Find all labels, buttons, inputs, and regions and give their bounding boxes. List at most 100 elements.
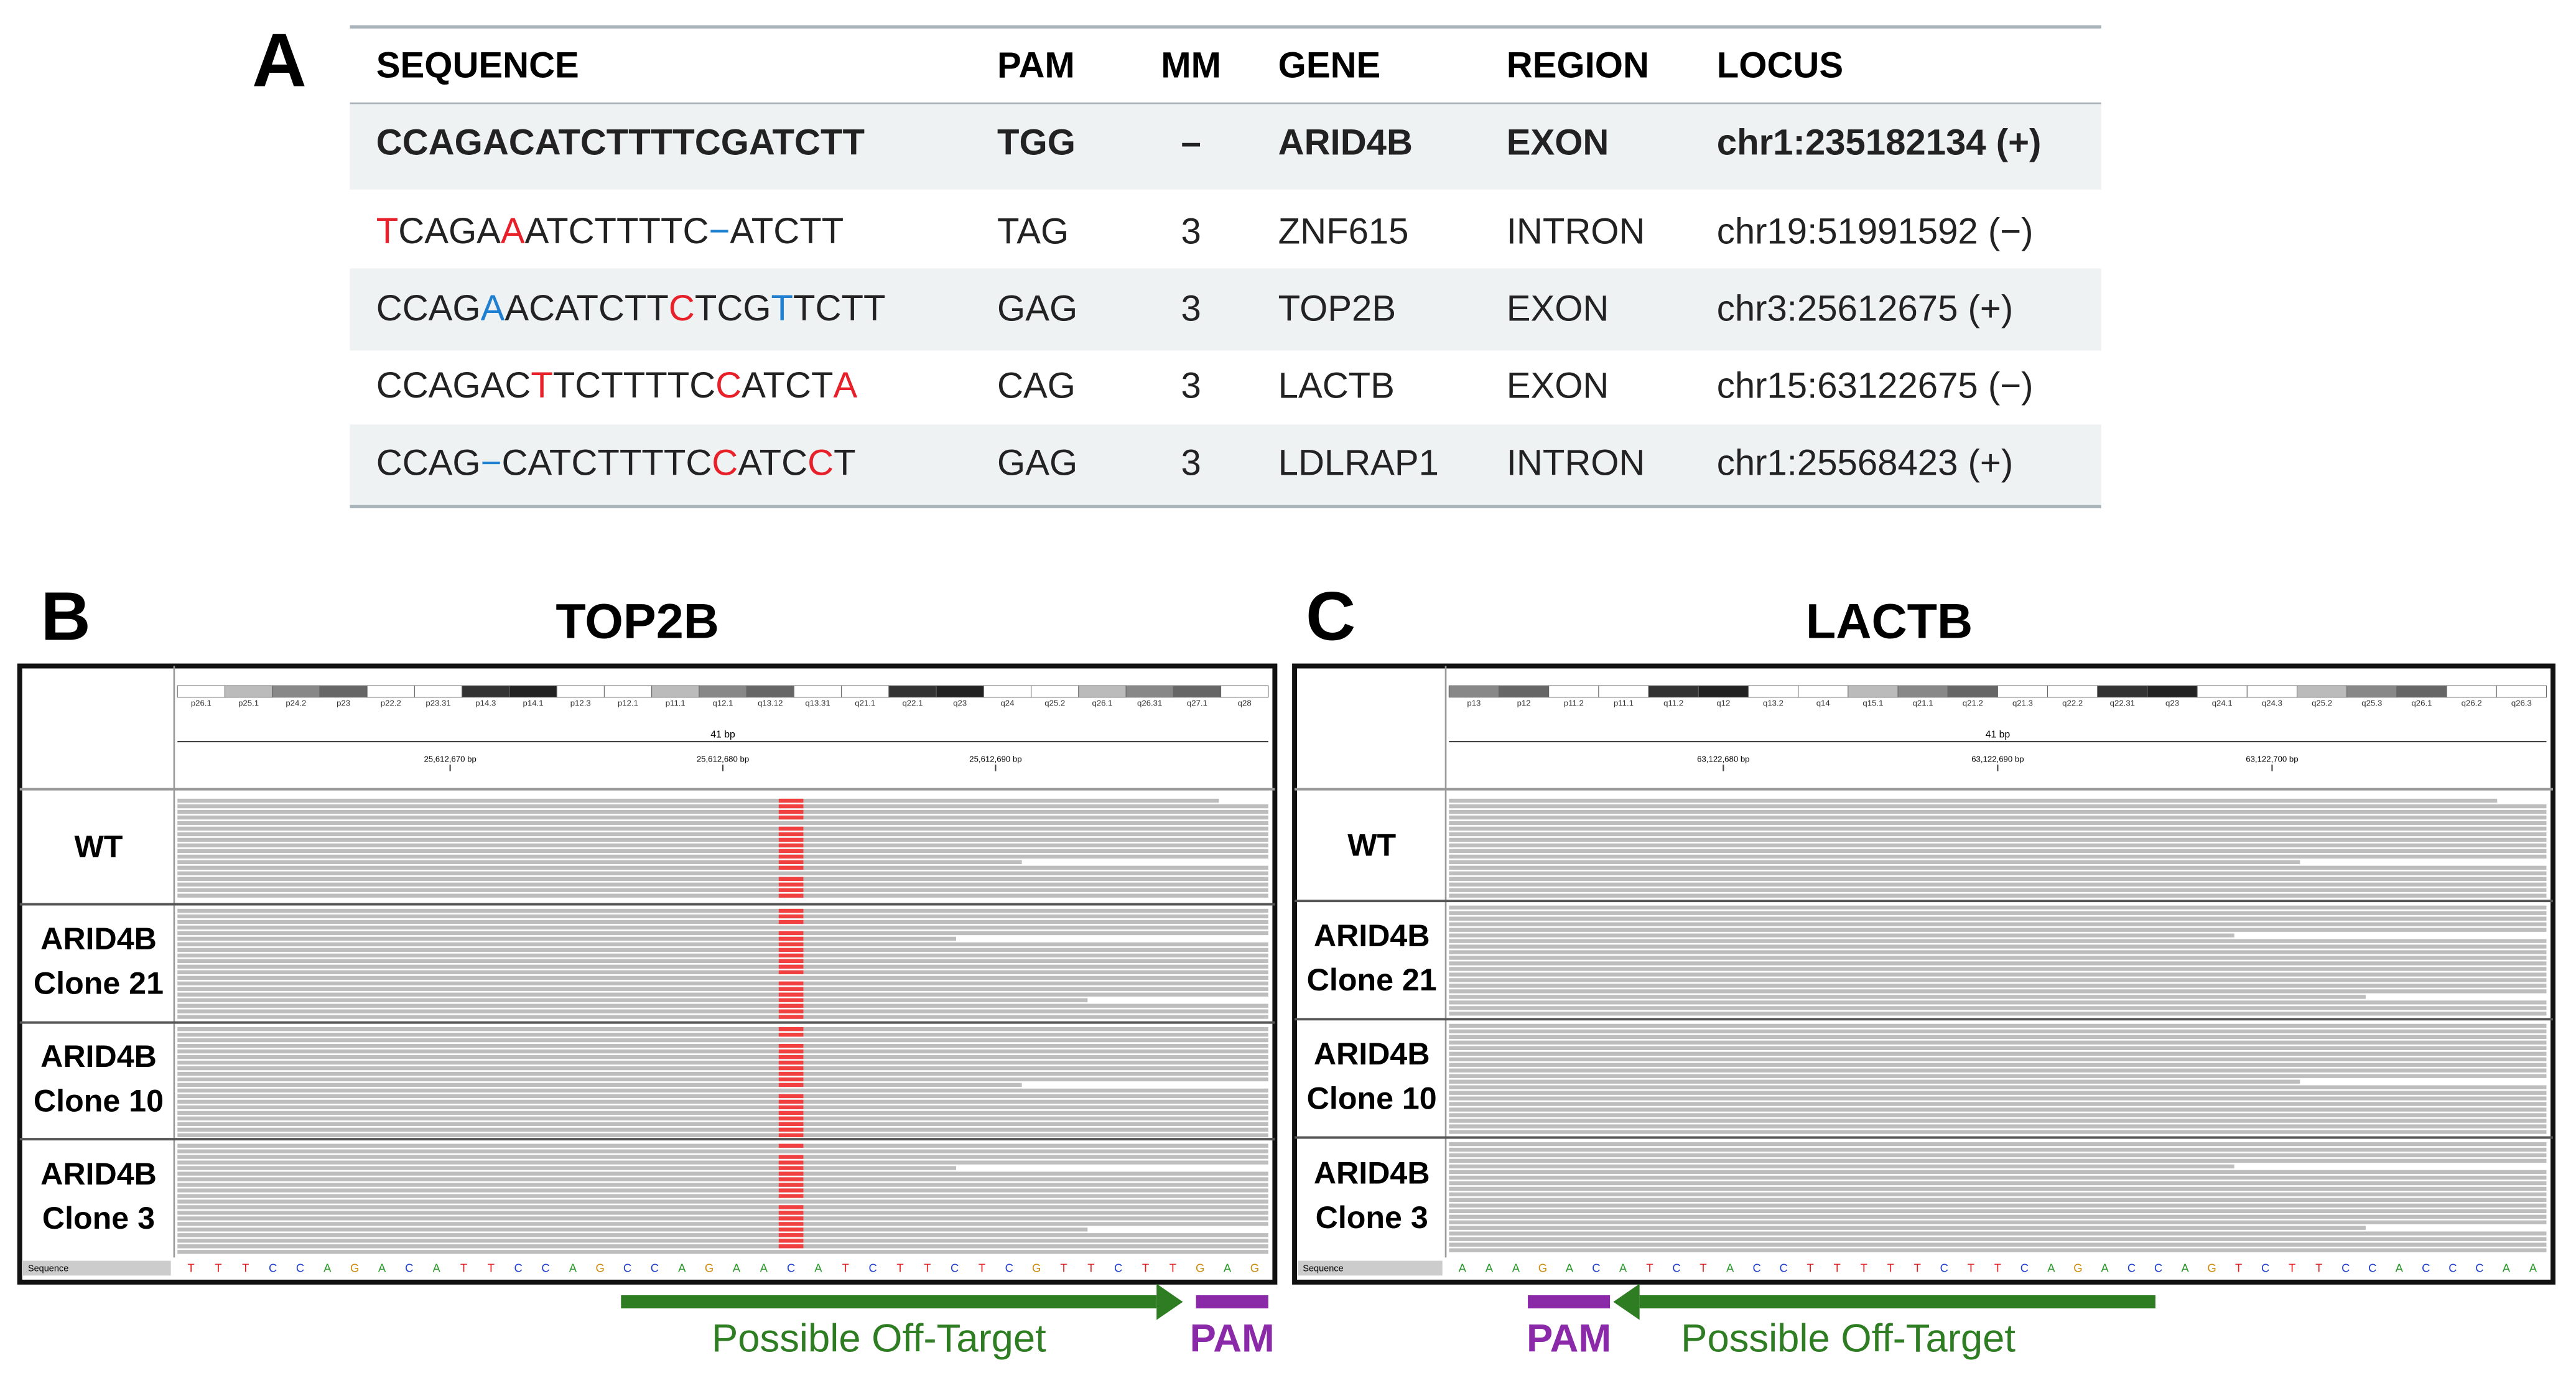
base: C <box>514 1262 523 1275</box>
base: T <box>1169 1262 1176 1275</box>
cytoband <box>2446 685 2497 698</box>
base: T <box>1887 1262 1894 1275</box>
cytoband-label: q26.1 <box>1092 699 1112 708</box>
base: A <box>1619 1262 1627 1275</box>
sequence-segment: CCAGACATCTTTTCGATCTT <box>376 123 865 163</box>
base: T <box>242 1262 249 1275</box>
cytoband-label: q25.2 <box>1044 699 1065 708</box>
base: G <box>1196 1262 1204 1275</box>
ruler-position: 25,612,690 bp <box>969 755 1021 764</box>
target-label: Possible Off-Target <box>1681 1317 2016 1361</box>
cytoband <box>603 685 653 698</box>
table-cell: chr3:25612675 (+) <box>1717 288 2013 328</box>
sequence-segment: ATCT <box>742 366 833 406</box>
table-cell: GAG <box>997 443 1077 483</box>
base: T <box>842 1262 849 1275</box>
base: C <box>787 1262 795 1275</box>
table-cell: – <box>1181 123 1201 163</box>
cytoband <box>1078 685 1127 698</box>
cytoband-label: q24 <box>1000 699 1014 708</box>
base: A <box>1512 1262 1520 1275</box>
table-cell: chr1:25568423 (+) <box>1717 443 2013 483</box>
base: C <box>1940 1262 1948 1275</box>
base: T <box>187 1262 194 1275</box>
track-label: Clone 21 <box>1307 962 1437 997</box>
sequence-segment: T <box>376 211 399 251</box>
table-cell: 3 <box>1181 288 1201 328</box>
cytoband-label: q23 <box>953 699 967 708</box>
cytoband-label: q11.2 <box>1663 699 1683 708</box>
table-cell: TOP2B <box>1278 288 1396 328</box>
cytoband-label: q24.1 <box>2212 699 2233 708</box>
track-label: Clone 10 <box>34 1083 164 1118</box>
ruler-position: 25,612,680 bp <box>697 755 749 764</box>
pam-label: PAM <box>1190 1317 1275 1361</box>
target-label: Possible Off-Target <box>712 1317 1046 1361</box>
base: C <box>2154 1262 2162 1275</box>
cytoband <box>224 685 273 698</box>
base: A <box>733 1262 741 1275</box>
base: C <box>868 1262 876 1275</box>
cytoband <box>2496 685 2547 698</box>
base: C <box>951 1262 959 1275</box>
pam-bar <box>1196 1295 1268 1309</box>
cytoband-label: q26.3 <box>2511 699 2532 708</box>
cytoband-label: q26.2 <box>2462 699 2482 708</box>
base: T <box>1968 1262 1974 1275</box>
cytoband <box>1798 685 1849 698</box>
cytoband-label: q26.31 <box>1137 699 1162 708</box>
cytoband <box>414 685 463 698</box>
table-cell: 3 <box>1181 366 1201 406</box>
base: A <box>2047 1262 2055 1275</box>
base: C <box>1779 1262 1787 1275</box>
table-cell: EXON <box>1507 366 1609 406</box>
row-background <box>350 424 2101 507</box>
cytoband-label: q24.3 <box>2262 699 2282 708</box>
cytoband-label: q13.2 <box>1763 699 1783 708</box>
table-cell: EXON <box>1507 123 1609 163</box>
cytoband <box>2346 685 2397 698</box>
cytoband-label: p11.1 <box>1614 699 1634 708</box>
cytoband-label: p12.3 <box>570 699 591 708</box>
cytoband <box>841 685 890 698</box>
base: T <box>460 1262 467 1275</box>
base: T <box>488 1262 495 1275</box>
table-cell: TAG <box>997 211 1069 251</box>
sequence-segment: ATCTTTTC <box>525 211 709 251</box>
cytoband <box>319 685 368 698</box>
sequence-label: Sequence <box>1303 1264 1343 1274</box>
sequence-segment: T <box>834 443 856 483</box>
cytoband <box>2097 685 2148 698</box>
cytoband-label: p14.3 <box>475 699 496 708</box>
row-background <box>350 104 2101 190</box>
table-header: MM <box>1161 45 1221 86</box>
base: A <box>433 1262 441 1275</box>
base: T <box>1861 1262 1867 1275</box>
base: T <box>1834 1262 1841 1275</box>
base: A <box>1224 1262 1232 1275</box>
track-label: ARID4B <box>40 1157 157 1191</box>
ruler-span: 41 bp <box>1986 730 2011 740</box>
base: A <box>678 1262 686 1275</box>
base: A <box>1486 1262 1494 1275</box>
cytoband-label: p24.2 <box>286 699 306 708</box>
table-cell: GAG <box>997 288 1077 328</box>
cytoband <box>699 685 747 698</box>
sequence-segment: CCAG <box>376 443 481 483</box>
sequence-segment: C <box>712 443 738 483</box>
base: T <box>1087 1262 1094 1275</box>
base: C <box>2422 1262 2430 1275</box>
base: T <box>215 1262 221 1275</box>
base: G <box>1538 1262 1547 1275</box>
panel-label: C <box>1306 578 1355 655</box>
cytoband-label: p12 <box>1517 699 1531 708</box>
table-header: REGION <box>1507 45 1649 86</box>
cytoband <box>1598 685 1649 698</box>
base: A <box>378 1262 386 1275</box>
cytoband <box>1173 685 1222 698</box>
sequence-segment: C <box>807 443 834 483</box>
base: A <box>2181 1262 2189 1275</box>
sequence-cell: CCAG−CATCTTTTCCATCCT <box>376 443 856 483</box>
table-header: SEQUENCE <box>376 45 579 86</box>
cytoband <box>1648 685 1699 698</box>
